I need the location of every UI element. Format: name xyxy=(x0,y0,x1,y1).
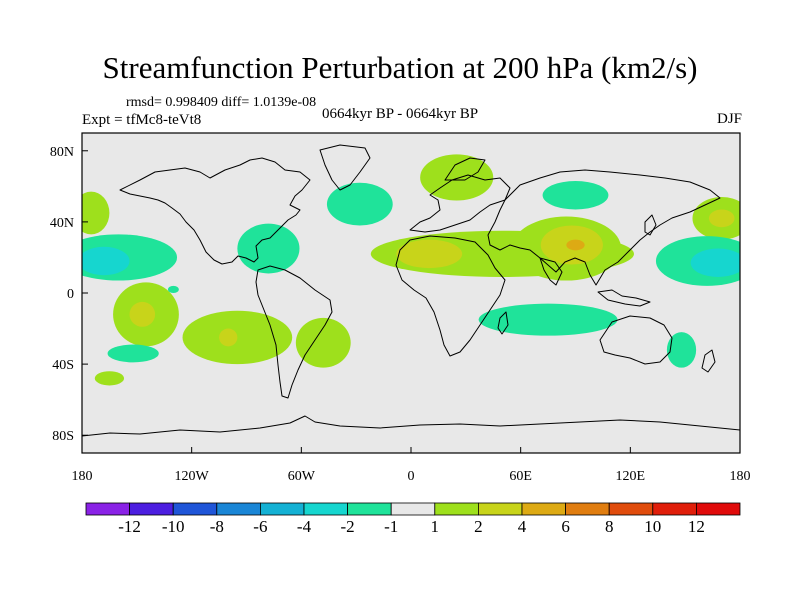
colorbar-swatch xyxy=(129,502,174,516)
colorbar-label: 1 xyxy=(430,517,440,536)
anomaly-south-pacific-core xyxy=(129,301,156,327)
colorbar xyxy=(85,502,741,516)
coast-europe xyxy=(409,174,511,233)
anomaly-south-pacific-neg-lobe xyxy=(107,344,159,363)
stats-line: rmsd= 0.998409 diff= 1.0139e-08 xyxy=(126,95,317,110)
season-label: DJF xyxy=(716,111,742,127)
coast-australia xyxy=(599,315,673,365)
colorbar-label: -10 xyxy=(161,517,185,536)
coast-greenland xyxy=(319,144,371,191)
lon-tick-label: 180 xyxy=(730,469,751,484)
colorbar-label: 12 xyxy=(687,517,705,536)
coast-new-zealand xyxy=(701,349,716,373)
colorbar-label: -6 xyxy=(253,517,268,536)
page-title: Streamfunction Perturbation at 200 hPa (… xyxy=(102,50,698,85)
colorbar-swatch xyxy=(347,502,392,516)
coast-asia xyxy=(487,169,721,286)
colorbar-swatch xyxy=(172,502,218,516)
colorbar-swatch xyxy=(303,502,348,516)
coast-indonesia xyxy=(597,289,651,307)
colorbar-swatch xyxy=(216,502,261,516)
colorbar-label: 8 xyxy=(604,517,614,536)
colorbar-label: -4 xyxy=(296,517,312,536)
anomaly-north-atlantic-neg xyxy=(326,182,393,226)
lon-tick-label: 0 xyxy=(408,469,415,484)
lat-tick-label: 80N xyxy=(50,145,74,160)
colorbar-label: 2 xyxy=(474,517,483,536)
lon-tick-label: 120E xyxy=(616,469,646,484)
lon-tick-label: 60W xyxy=(288,469,316,484)
anomaly-australia-neg xyxy=(666,332,697,368)
anomaly-caribbean-neg xyxy=(237,223,300,274)
colorbar-swatch xyxy=(608,502,654,516)
anomaly-africa-core xyxy=(396,239,463,269)
coast-scandinavia xyxy=(444,157,486,181)
anomaly-south-america-core xyxy=(219,328,238,347)
map-background xyxy=(82,133,740,453)
anomaly-layer xyxy=(82,154,740,386)
colorbar-swatch xyxy=(565,502,610,516)
colorbar-swatch xyxy=(85,502,130,516)
colorbar-swatch xyxy=(521,502,566,516)
colorbar-swatch xyxy=(434,502,479,516)
anomaly-north-pacific-neg-core xyxy=(82,246,130,276)
coast-north-america xyxy=(119,157,311,265)
coast-africa xyxy=(395,235,506,357)
colorbar-label: -8 xyxy=(209,517,224,536)
latitude-axis: 80N 40N 0 40S 80S xyxy=(50,145,88,444)
anomaly-atlantic-small-neg xyxy=(167,285,179,294)
experiment-label: Expt = tfMc8-teVt8 xyxy=(82,112,202,128)
lat-tick-label: 40S xyxy=(52,358,74,373)
lat-tick-label: 80S xyxy=(52,429,74,444)
colorbar-label: 10 xyxy=(644,517,662,536)
coast-india xyxy=(539,257,563,286)
coast-madagascar xyxy=(497,311,509,335)
colorbar-label: -1 xyxy=(384,517,399,536)
lon-tick-label: 120W xyxy=(175,469,210,484)
coast-antarctica xyxy=(82,415,740,437)
lon-tick-label: 180 xyxy=(72,469,93,484)
anomaly-south-indian-pos xyxy=(94,371,125,386)
lat-tick-label: 40N xyxy=(50,216,74,231)
anomaly-south-atlantic-pos xyxy=(295,317,351,368)
colorbar-label: 4 xyxy=(517,517,527,536)
colorbar-label: -2 xyxy=(340,517,355,536)
colorbar-label: 6 xyxy=(561,517,570,536)
coast-south-america xyxy=(255,265,333,399)
anomaly-west-pacific-neg-core xyxy=(690,248,740,277)
anomaly-nh-pacific-west-core xyxy=(708,209,735,228)
colorbar-swatch xyxy=(477,502,523,516)
colorbar-label: -12 xyxy=(118,517,141,536)
lon-tick-label: 60E xyxy=(509,469,532,484)
period-label: 0664kyr BP - 0664kyr BP xyxy=(322,106,479,122)
coast-japan xyxy=(644,214,657,236)
colorbar-swatch xyxy=(390,502,436,516)
coastlines xyxy=(82,144,740,437)
colorbar-swatch xyxy=(696,502,741,516)
lat-tick-label: 0 xyxy=(67,287,74,302)
colorbar-swatch xyxy=(652,502,697,516)
anomaly-tibet-center xyxy=(566,239,585,251)
anomaly-siberia-neg xyxy=(542,181,609,210)
longitude-axis: 180 120W 60W 0 60E 120E 180 xyxy=(72,447,751,484)
anomaly-indian-ocean-neg xyxy=(478,303,618,336)
anomaly-nh-pacific-east-pos xyxy=(82,191,110,235)
colorbar-swatch xyxy=(259,502,305,516)
